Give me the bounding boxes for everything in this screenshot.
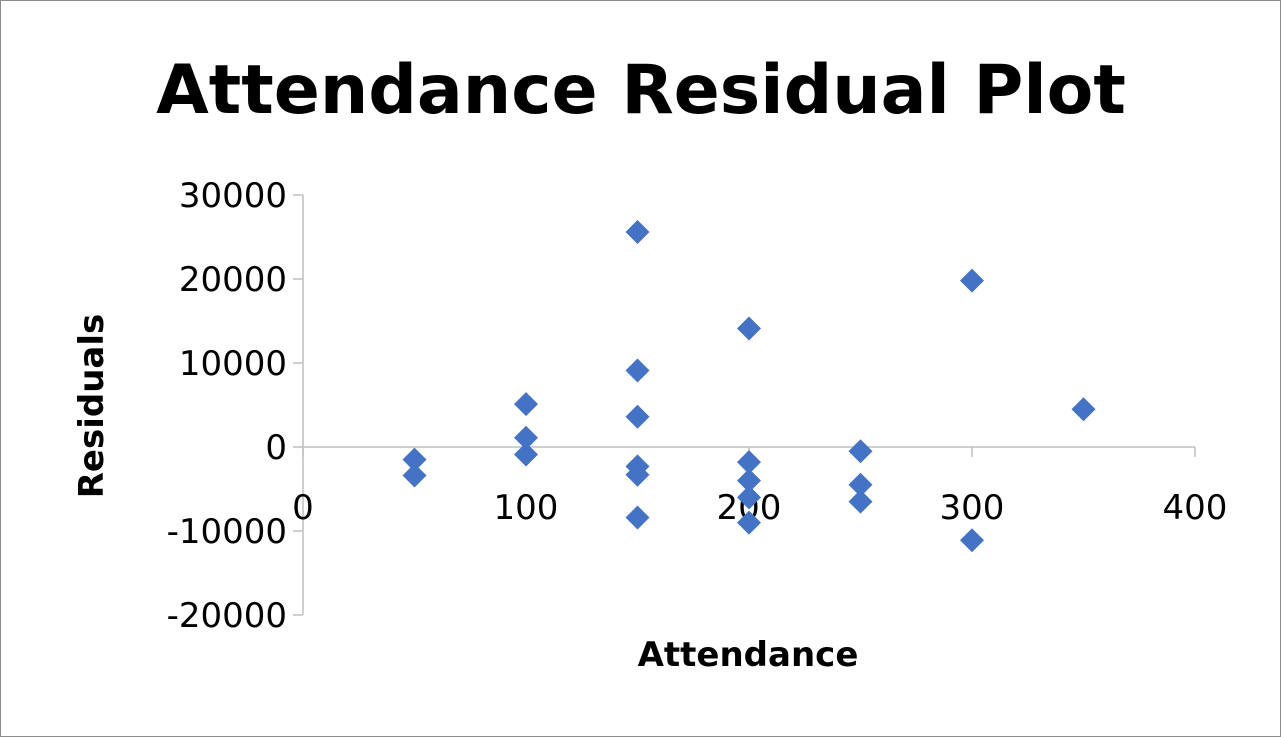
y-tick-label: -20000 — [167, 596, 287, 636]
data-point — [514, 425, 538, 450]
data-point — [737, 468, 761, 493]
data-point — [625, 462, 650, 487]
data-point — [848, 472, 873, 497]
axes: 3000020000100000-10000-20000010020030040… — [167, 176, 1228, 636]
data-point — [625, 505, 650, 530]
data-point — [737, 510, 761, 535]
y-tick-label: 10000 — [179, 344, 287, 384]
data-point — [848, 439, 873, 464]
data-point — [514, 442, 538, 467]
x-tick-label: 300 — [940, 488, 1005, 528]
x-tick-label: 100 — [494, 488, 559, 528]
data-point — [848, 489, 873, 514]
y-tick-label: 0 — [265, 428, 287, 468]
data-point — [960, 268, 984, 293]
y-tick-label: -10000 — [167, 512, 287, 552]
x-tick-label: 400 — [1163, 488, 1228, 528]
data-point — [402, 463, 427, 488]
y-tick-label: 20000 — [179, 260, 287, 300]
y-tick-label: 30000 — [179, 176, 287, 216]
data-points — [402, 219, 1096, 553]
x-axis-title: Attendance — [638, 635, 859, 675]
data-point — [737, 450, 761, 475]
data-point — [514, 392, 538, 417]
data-point — [402, 447, 427, 472]
data-point — [625, 404, 650, 429]
data-point — [737, 485, 761, 510]
y-axis-title: Residuals — [72, 314, 112, 499]
x-tick-label: 0 — [292, 488, 314, 528]
data-point — [960, 528, 984, 553]
data-point — [625, 219, 650, 244]
chart-title: Attendance Residual Plot — [156, 51, 1126, 130]
data-point — [737, 316, 761, 341]
data-point — [1071, 397, 1096, 422]
data-point — [625, 358, 650, 383]
